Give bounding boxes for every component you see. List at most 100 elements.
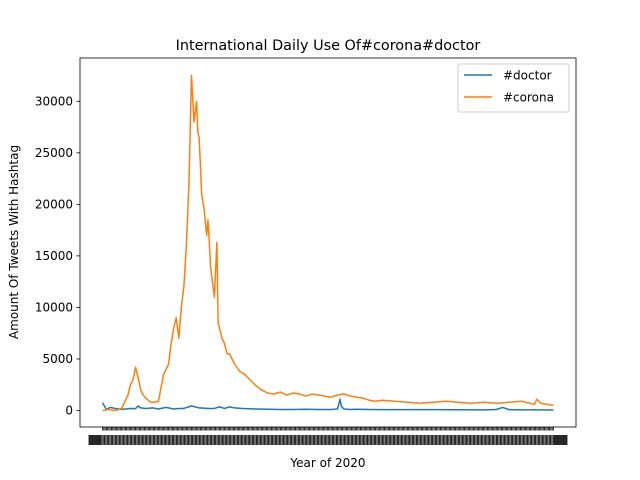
x-tick-label-glyph [497,435,500,445]
x-tick-label-glyph [128,435,131,445]
x-tick-label-glyph [318,435,321,445]
x-tick-label-glyph [303,435,306,445]
x-tick-label-glyph [383,435,386,445]
x-tick-label-glyph [513,435,516,445]
x-tick-label-glyph [501,435,504,445]
x-tick-label-glyph [410,435,413,445]
chart-title: International Daily Use Of#corona#doctor [176,38,481,54]
x-tick-label-glyph [360,435,363,445]
x-tick-label-glyph [535,435,538,445]
x-tick-label-glyph [116,435,119,445]
x-tick-label-glyph [185,435,188,445]
x-tick-label-glyph [551,435,554,445]
x-tick-label-glyph [353,435,356,445]
x-tick-label-glyph [292,435,295,445]
x-tick-label-glyph [250,435,253,445]
x-tick-label-glyph [345,435,348,445]
x-tick-label-glyph [219,435,222,445]
x-tick-label-glyph [333,435,336,445]
x-tick-label-glyph [227,435,230,445]
x-axis-ticks [88,427,568,445]
x-tick-label-glyph [200,435,203,445]
x-tick-label-glyph [120,435,123,445]
x-tick-label-glyph [528,435,531,445]
x-tick-label-glyph [448,435,451,445]
x-tick-label-glyph [326,435,329,445]
x-tick-label-glyph [524,435,527,445]
x-tick-label-glyph [372,435,375,445]
x-tick-label-glyph [147,435,150,445]
x-tick-label-glyph [139,435,142,445]
legend-label: #doctor [503,69,552,83]
series-line-doctor [101,398,554,411]
x-tick-label-glyph [433,435,436,445]
x-tick-label-glyph [276,435,279,445]
x-tick-label-glyph [368,435,371,445]
x-tick-label-glyph [364,435,367,445]
x-tick-label-glyph [478,435,481,445]
x-tick-label-glyph [414,435,417,445]
x-tick-label-glyph [444,435,447,445]
x-tick-label-glyph [467,435,470,445]
x-tick-label-glyph [173,435,176,445]
y-tick-label: 20000 [35,197,73,211]
x-tick-label-glyph [246,435,249,445]
x-tick-label-glyph [231,435,234,445]
x-tick-label-glyph [215,435,218,445]
x-tick-label-glyph [474,435,477,445]
x-tick-label-glyph [425,435,428,445]
x-tick-label-glyph [459,435,462,445]
x-tick-label-glyph [452,435,455,445]
x-tick-label-glyph [151,435,154,445]
x-tick-label-glyph [257,435,260,445]
x-tick-label-glyph [490,435,493,445]
x-tick-label-glyph [337,435,340,445]
x-tick-label-glyph [234,435,237,445]
x-tick-label-glyph [238,435,241,445]
x-tick-label-glyph [253,435,256,445]
x-tick-label-glyph [242,435,245,445]
x-tick-label-glyph [314,435,317,445]
plot-area-frame [79,57,577,428]
x-axis-label: Year of 2020 [289,456,365,470]
x-tick-label-glyph [486,435,489,445]
x-tick-label-glyph [482,435,485,445]
y-tick-label: 25000 [35,146,73,160]
x-tick-label-glyph [261,435,264,445]
x-tick-label-glyph [109,435,112,445]
x-tick-label-glyph [455,435,458,445]
x-tick-label-glyph [162,435,165,445]
y-tick-label: 0 [65,404,73,418]
x-tick-label-glyph [311,435,314,445]
x-tick-label-glyph [170,435,173,445]
x-tick-label-glyph [402,435,405,445]
x-tick-label-glyph [265,435,268,445]
x-tick-label-glyph [284,435,287,445]
x-tick-label-glyph [280,435,283,445]
x-tick-label-glyph [269,435,272,445]
x-tick-label-glyph [204,435,207,445]
x-tick-label-glyph [181,435,184,445]
x-tick-label-glyph [135,435,138,445]
y-tick-label: 30000 [35,94,73,108]
y-axis-label: Amount Of Tweets With Hashtag [7,145,21,339]
x-tick-label-glyph [288,435,291,445]
series-line-corona [102,74,554,412]
x-tick-label-glyph [505,435,508,445]
x-tick-label-glyph [295,435,298,445]
x-tick-label-glyph [330,435,333,445]
x-tick-label-glyph [387,435,390,445]
x-tick-label-glyph [516,435,519,445]
x-tick-label-glyph [463,435,466,445]
x-tick-label-glyph [177,435,180,445]
x-tick-label-glyph [421,435,424,445]
x-tick-label-glyph [322,435,325,445]
x-tick-label-glyph [406,435,409,445]
x-tick-label-glyph [375,435,378,445]
x-tick-label-glyph [132,435,135,445]
x-tick-label-glyph [212,435,215,445]
y-tick-label: 15000 [35,249,73,263]
y-axis-ticks: 0 5000 10000 15000 20000 25000 30000 [35,94,80,418]
x-tick-label-glyph [509,435,512,445]
